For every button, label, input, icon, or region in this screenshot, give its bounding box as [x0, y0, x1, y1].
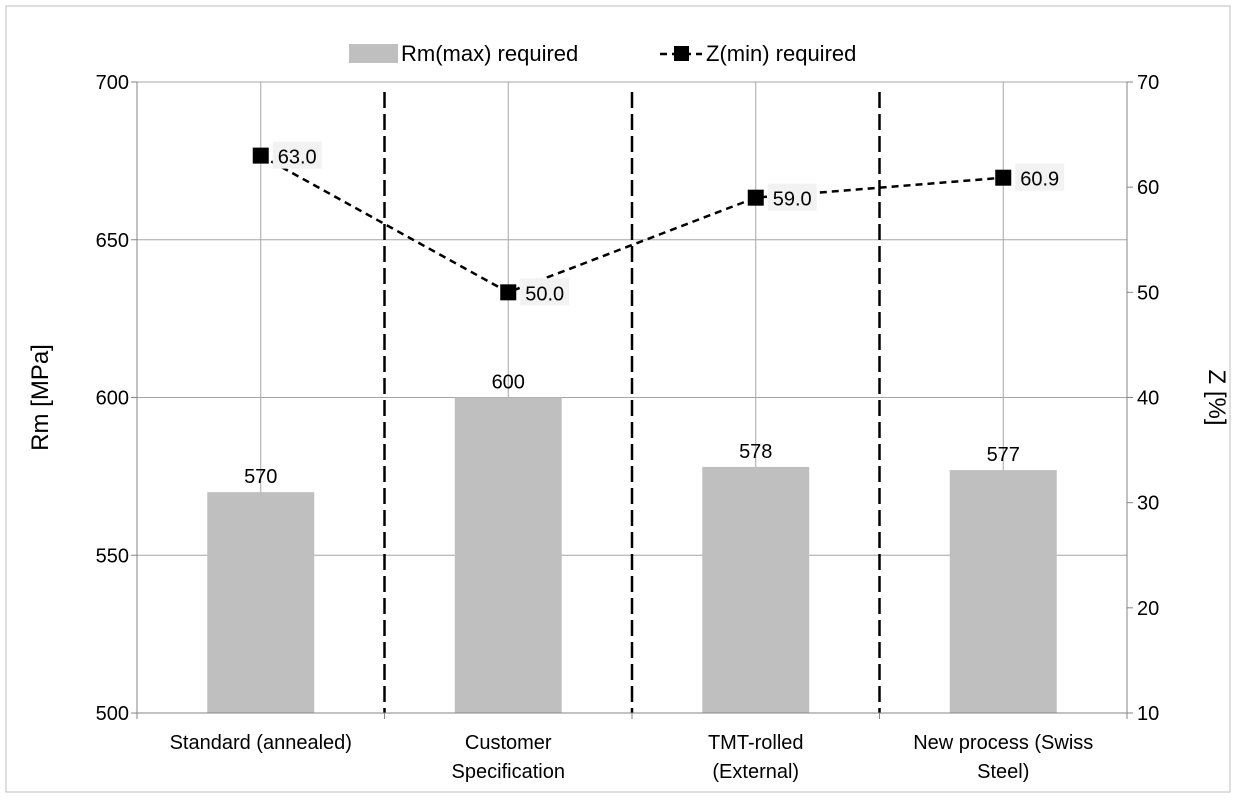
y-tick-label-right: 70 — [1137, 72, 1159, 94]
y-tick-label-right: 50 — [1137, 282, 1159, 304]
z-point-marker — [500, 284, 517, 301]
legend-label-z: Z(min) required — [706, 41, 856, 66]
z-value-label: 50.0 — [525, 283, 564, 305]
bar-series — [207, 397, 1057, 713]
legend-label-rm: Rm(max) required — [401, 41, 578, 66]
y-tick-label-left: 650 — [96, 230, 129, 252]
y-tick-label-left: 700 — [96, 72, 129, 94]
bar-value-label: 578 — [739, 441, 772, 463]
bar-value-label: 577 — [987, 444, 1020, 466]
y-tick-label-right: 10 — [1137, 703, 1159, 725]
z-value-label-box — [767, 183, 817, 211]
bar — [702, 466, 810, 713]
y-tick-label-right: 20 — [1137, 598, 1159, 620]
y-tick-label-left: 500 — [96, 703, 129, 725]
legend-marker-z — [674, 46, 689, 61]
y-axis-title-left: Rm [MPa] — [27, 344, 54, 451]
category-separators — [383, 92, 881, 713]
x-tick-label: New process (Swiss — [913, 732, 1093, 754]
legend-swatch-rm — [349, 44, 398, 63]
y-axis-title-right: Z [%] — [1203, 369, 1230, 425]
z-point-marker — [747, 189, 764, 206]
x-tick-label: Specification — [452, 761, 565, 783]
bar-value-label: 600 — [492, 372, 525, 394]
z-value-label-box — [272, 141, 322, 169]
z-point-marker — [252, 147, 269, 164]
y-tick-label-left: 550 — [96, 545, 129, 567]
y-tick-label-right: 60 — [1137, 177, 1159, 199]
z-value-label: 60.9 — [1020, 169, 1059, 191]
legend: Rm(max) required Z(min) required — [349, 41, 856, 66]
z-value-label: 59.0 — [773, 189, 812, 211]
y-tick-label-left: 600 — [96, 388, 129, 410]
data-labels: 570 600 578 577 63.0 50.0 59.0 60.9 — [244, 141, 1065, 488]
x-tick-label: Customer — [465, 732, 552, 754]
z-value-label-box — [1015, 163, 1065, 191]
bar — [207, 492, 315, 713]
bar-value-label: 570 — [244, 466, 277, 488]
line-series — [252, 147, 1012, 301]
z-value-label: 63.0 — [278, 147, 317, 169]
z-value-label-box — [520, 278, 570, 306]
bar — [454, 397, 562, 713]
x-tick-label: TMT-rolled — [708, 732, 804, 754]
x-tick-label: Standard (annealed) — [170, 732, 352, 754]
bar — [949, 470, 1057, 713]
axes: 500 550 600 650 700 10 20 30 40 50 60 70 Standard (a… — [27, 72, 1230, 783]
x-tick-label: Steel) — [977, 761, 1029, 783]
x-tick-label: (External) — [712, 761, 799, 783]
y-tick-label-right: 30 — [1137, 493, 1159, 515]
z-point-marker — [995, 169, 1012, 186]
y-tick-label-right: 40 — [1137, 388, 1159, 410]
